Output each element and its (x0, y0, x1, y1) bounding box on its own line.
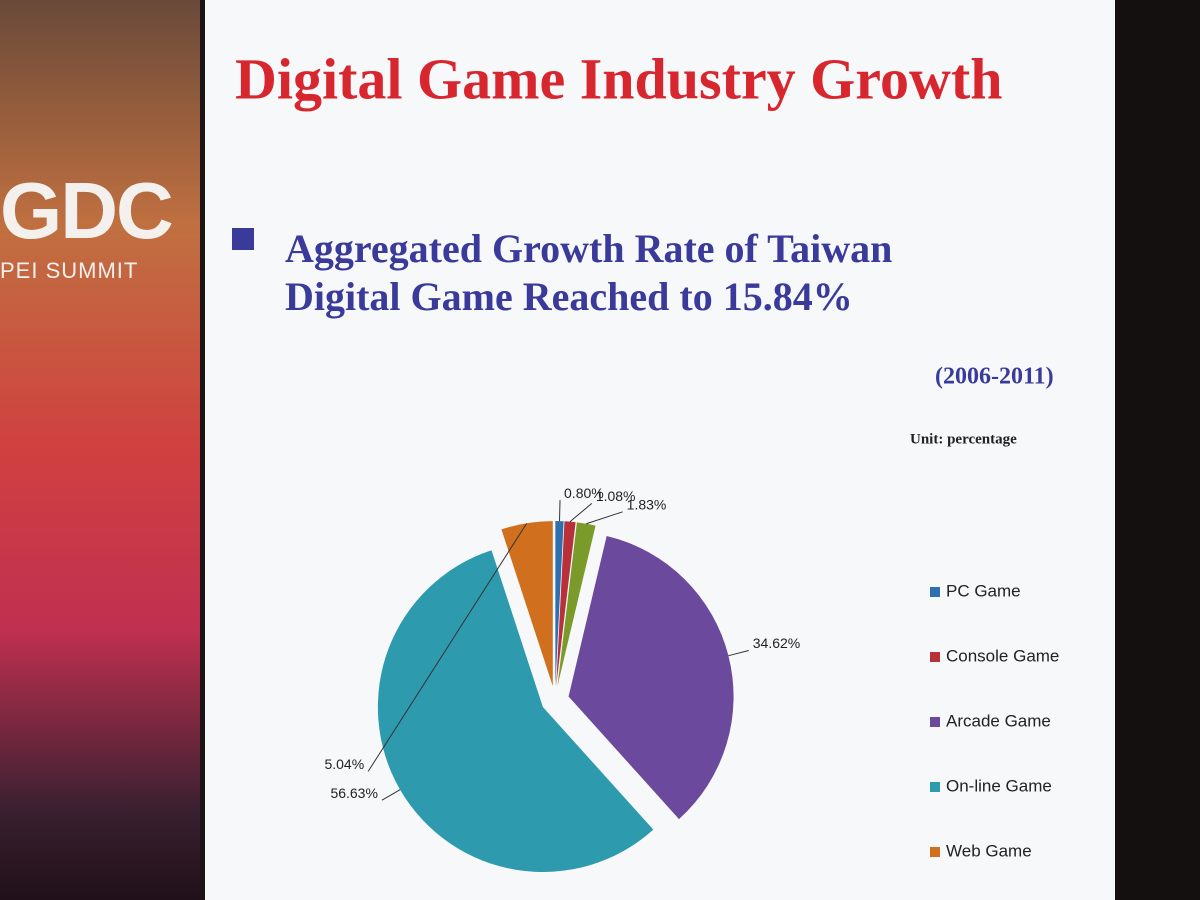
pie-slice (377, 550, 654, 873)
value-label: 1.08% (596, 488, 636, 504)
leader-line (381, 789, 401, 801)
leader-line (558, 500, 561, 522)
value-label: 5.04% (324, 756, 364, 772)
dark-edge (1115, 0, 1200, 900)
legend-swatch (930, 782, 940, 792)
legend-label: Arcade Game (946, 711, 1051, 730)
leader-line (367, 522, 528, 772)
period-note: (2006-2011) (935, 364, 1054, 390)
event-banner: GDC PEI SUMMIT (0, 0, 200, 900)
legend-label: Console Game (946, 646, 1059, 665)
value-label: 0.80% (564, 485, 604, 501)
unit-note: Unit: percentage (910, 431, 1017, 447)
pie-slice (555, 521, 564, 687)
value-label: 34.62% (753, 635, 800, 651)
slide-title: Digital Game Industry Growth (235, 46, 1002, 111)
legend-label: Web Game (946, 841, 1032, 860)
value-label: 56.63% (330, 785, 377, 801)
legend-label: PC Game (946, 581, 1021, 600)
logo-subtitle: PEI SUMMIT (0, 258, 139, 283)
value-label: 1.83% (627, 496, 667, 512)
legend-swatch (930, 587, 940, 597)
slide-subtitle: Aggregated Growth Rate of Taiwan Digital… (285, 226, 893, 319)
legend-swatch (930, 652, 940, 662)
subtitle-box: Aggregated Growth Rate of Taiwan Digital… (285, 226, 893, 319)
leader-line (586, 511, 623, 525)
bullet (232, 228, 254, 250)
leader-line (569, 503, 593, 523)
logo: GDC (0, 166, 174, 255)
pie-slice (556, 521, 576, 687)
legend-swatch (930, 717, 940, 727)
pie-slice (557, 522, 596, 687)
pie-slice (568, 535, 734, 820)
pie-slice (501, 521, 553, 687)
legend-swatch (930, 847, 940, 857)
leader-line (728, 650, 749, 657)
legend-label: On-line Game (946, 776, 1052, 795)
